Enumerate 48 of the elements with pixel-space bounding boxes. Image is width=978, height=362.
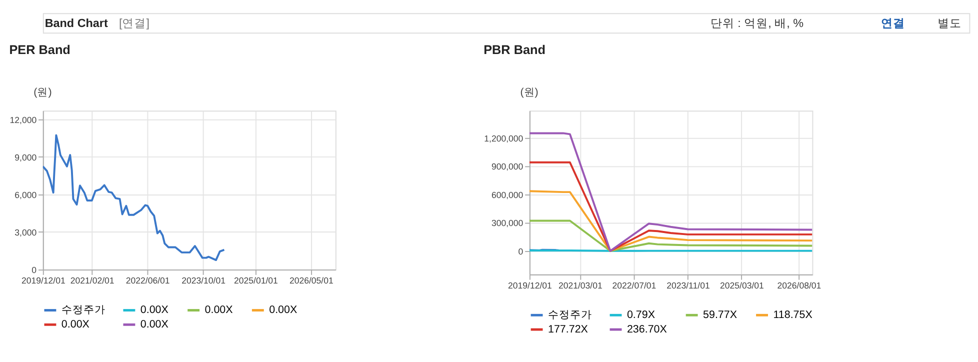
x-tick-label: 2026/08/01 — [777, 280, 822, 291]
line-series — [529, 132, 812, 252]
line-series — [529, 190, 812, 252]
y-tick-label: 300,000 — [491, 218, 524, 228]
text: 별도 — [938, 16, 962, 30]
y-tick-label: 1,200,000 — [484, 133, 524, 144]
x-tick-label: 2025/01/01 — [234, 276, 278, 286]
legend-label: 0.00X — [140, 318, 168, 331]
legend-label: 59.77X — [703, 309, 738, 322]
x-tick-label: 2022/06/01 — [126, 276, 170, 286]
y-tick-label: 0 — [518, 246, 524, 256]
line-series — [42, 134, 226, 262]
y-axis-title: (원) — [520, 86, 538, 99]
line-series — [529, 161, 812, 252]
x-tick-label: 2019/12/01 — [21, 276, 66, 286]
y-tick-label: 0 — [32, 264, 37, 275]
chart-title: PER Band — [9, 43, 70, 58]
legend-label: 177.72X — [548, 323, 588, 336]
y-axis-title: (원) — [34, 86, 52, 99]
x-tick-label: 2023/10/01 — [182, 276, 226, 286]
legend-label: 236.70X — [626, 323, 667, 336]
x-tick-label: 2021/02/01 — [70, 276, 114, 286]
x-tick-label: 2022/07/01 — [612, 280, 656, 291]
legend-label: 0.00X — [140, 304, 168, 316]
legend-label: 수정주가 — [61, 304, 106, 316]
chart-title: PBR Band — [484, 43, 546, 58]
legend-label: 0.00X — [269, 304, 298, 316]
legend-label: 0.79X — [626, 309, 655, 322]
y-tick-label: 900,000 — [491, 162, 524, 172]
text: Band Chart — [44, 16, 108, 30]
x-tick-label: 2021/03/01 — [558, 280, 602, 291]
legend-label: 수정주가 — [548, 309, 592, 322]
legend-label: 0.00X — [204, 304, 233, 316]
x-tick-label: 2019/12/01 — [508, 280, 552, 291]
x-tick-label: 2025/03/01 — [720, 280, 764, 291]
text: [연결] — [118, 16, 150, 30]
legend-label: 0.00X — [61, 318, 90, 331]
y-tick-label: 6,000 — [14, 190, 37, 200]
y-tick-label: 3,000 — [14, 227, 37, 238]
y-tick-label: 600,000 — [491, 190, 524, 200]
y-tick-label: 12,000 — [10, 114, 37, 125]
text: 연결 — [881, 16, 906, 30]
line-series — [529, 220, 812, 252]
y-tick-label: 9,000 — [14, 152, 37, 162]
x-tick-label: 2023/11/01 — [666, 280, 710, 291]
text: 단위 : 억원, 배, % — [710, 16, 804, 30]
x-tick-label: 2026/05/01 — [289, 276, 334, 286]
legend-label: 118.75X — [773, 309, 812, 322]
